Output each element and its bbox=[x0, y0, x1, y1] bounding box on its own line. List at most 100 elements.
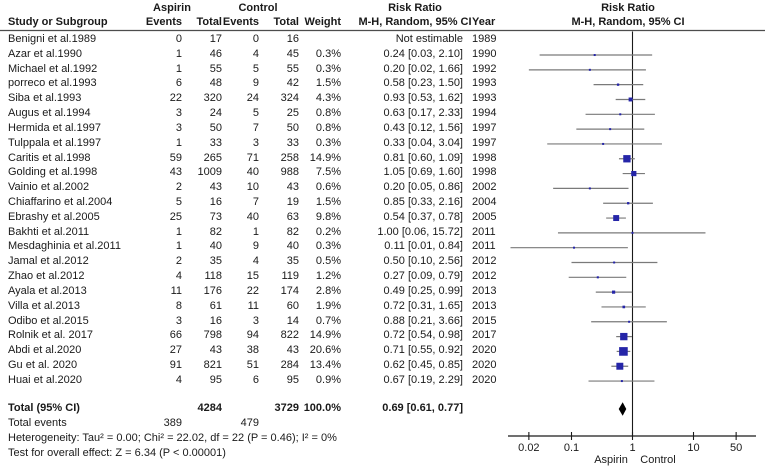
aspirin-events-cell: 3 bbox=[175, 314, 182, 327]
control-total-cell: 43 bbox=[286, 181, 299, 194]
control-total-cell: 284 bbox=[280, 359, 299, 372]
aspirin-events-cell: 4 bbox=[175, 270, 182, 283]
study-name-cell: Chiaffarino et al.2004 bbox=[8, 196, 113, 209]
aspirin-total-cell: 73 bbox=[209, 210, 222, 223]
total-events-label: Total events bbox=[8, 417, 67, 429]
control-events-cell: 9 bbox=[252, 240, 259, 253]
study-row: Odibo et al.2015 3 16 3 14 0.7% 0.88 [0.21, 3.… bbox=[0, 315, 765, 329]
risk-ratio-cell: 1.00 [0.06, 15.72] bbox=[377, 225, 463, 238]
year-cell: 1997 bbox=[472, 136, 497, 149]
weight-cell: 1.5% bbox=[315, 77, 341, 90]
aspirin-events-cell: 1 bbox=[175, 225, 182, 238]
control-total-cell: 822 bbox=[280, 329, 299, 342]
total-events-control: 479 bbox=[240, 417, 259, 429]
control-events-cell: 7 bbox=[252, 121, 259, 134]
aspirin-total-cell: 61 bbox=[209, 299, 222, 312]
weight-cell: 0.2% bbox=[315, 225, 341, 238]
weight-cell: 4.3% bbox=[315, 92, 341, 105]
control-total-cell: 45 bbox=[286, 47, 299, 60]
control-events-cell: 0 bbox=[252, 33, 259, 45]
study-row: Azar et al.1990 1 46 4 45 0.3% 0.24 [0.03, 2.1… bbox=[0, 48, 765, 62]
control-total-cell: 19 bbox=[286, 196, 299, 209]
weight-cell: 14.9% bbox=[309, 151, 341, 164]
control-events-cell: 3 bbox=[252, 314, 259, 327]
risk-ratio-cell: 0.27 [0.09, 0.79] bbox=[383, 270, 463, 283]
effect-square bbox=[609, 128, 612, 131]
control-total-cell: 50 bbox=[286, 121, 299, 134]
aspirin-events-cell: 22 bbox=[169, 92, 182, 105]
control-events-cell: 4 bbox=[252, 47, 259, 60]
axis-label-control: Control bbox=[640, 454, 675, 466]
risk-ratio-cell: 0.50 [0.10, 2.56] bbox=[383, 255, 463, 268]
study-name-cell: Caritis et al.1998 bbox=[8, 151, 91, 164]
control-total-cell: 324 bbox=[280, 92, 299, 105]
risk-ratio-cell: 0.54 [0.37, 0.78] bbox=[383, 210, 463, 223]
study-name-cell: Ayala et al.2013 bbox=[8, 284, 87, 297]
aspirin-total-cell: 118 bbox=[204, 270, 222, 283]
year-cell: 2013 bbox=[472, 284, 497, 297]
weight-cell: 0.8% bbox=[315, 107, 341, 120]
study-name-cell: Villa et al.2013 bbox=[8, 299, 80, 312]
effect-square bbox=[619, 113, 622, 116]
control-events-cell: 71 bbox=[246, 151, 259, 164]
risk-ratio-cell: 0.71 [0.55, 0.92] bbox=[383, 344, 463, 357]
aspirin-total-cell: 16 bbox=[209, 314, 222, 327]
aspirin-events-cell: 1 bbox=[175, 240, 182, 253]
risk-ratio-cell: 0.67 [0.19, 2.29] bbox=[383, 373, 463, 386]
study-name-cell: Huai et al.2020 bbox=[8, 373, 82, 386]
control-total-cell: 988 bbox=[280, 166, 299, 179]
heterogeneity-stats: Heterogeneity: Tau² = 0.00; Chi² = 22.02… bbox=[8, 432, 337, 444]
control-events-cell: 38 bbox=[246, 344, 259, 357]
aspirin-total-cell: 43 bbox=[209, 181, 222, 194]
effect-square bbox=[613, 261, 616, 264]
control-events-cell: 94 bbox=[246, 329, 259, 342]
year-cell: 2012 bbox=[472, 270, 497, 283]
study-row: Benigni et al.1989 0 17 0 16 Not estimable 198… bbox=[0, 33, 765, 47]
aspirin-total-cell: 46 bbox=[209, 47, 222, 60]
control-events-cell: 1 bbox=[252, 225, 259, 238]
study-name-cell: Ebrashy et al.2005 bbox=[8, 210, 100, 223]
year-cell: 1998 bbox=[472, 166, 497, 179]
control-total-cell: 258 bbox=[280, 151, 299, 164]
col-header-control-total: Total bbox=[273, 16, 299, 28]
control-events-cell: 10 bbox=[246, 181, 259, 194]
col-header-aspirin-total: Total bbox=[196, 16, 222, 28]
weight-cell: 1.9% bbox=[315, 299, 341, 312]
effect-square bbox=[593, 54, 596, 57]
axis-label-aspirin: Aspirin bbox=[594, 454, 628, 466]
risk-ratio-cell: 0.62 [0.45, 0.85] bbox=[383, 359, 463, 372]
aspirin-total-cell: 33 bbox=[209, 136, 222, 149]
axis-tick-label: 1 bbox=[629, 442, 635, 454]
weight-cell: 0.5% bbox=[315, 255, 341, 268]
study-row: Golding et al.1998 43 1009 40 988 7.5% 1.05 [0… bbox=[0, 166, 765, 180]
risk-ratio-cell: 0.93 [0.53, 1.62] bbox=[383, 92, 463, 105]
risk-ratio-cell: 0.81 [0.60, 1.09] bbox=[383, 151, 463, 164]
aspirin-total-cell: 40 bbox=[209, 240, 222, 253]
weight-cell: 1.5% bbox=[315, 196, 341, 209]
aspirin-events-cell: 6 bbox=[175, 77, 182, 90]
study-name-cell: Vainio et al.2002 bbox=[8, 181, 90, 194]
study-name-cell: Rolnik et al. 2017 bbox=[8, 329, 93, 342]
axis-tick-label: 0.1 bbox=[564, 442, 579, 454]
study-name-cell: Odibo et al.2015 bbox=[8, 314, 89, 327]
aspirin-events-cell: 11 bbox=[170, 284, 182, 297]
control-total-cell: 95 bbox=[286, 373, 299, 386]
control-events-cell: 9 bbox=[252, 77, 259, 90]
year-cell: 2013 bbox=[472, 299, 497, 312]
study-name-cell: Gu et al. 2020 bbox=[8, 359, 78, 372]
aspirin-total-cell: 320 bbox=[203, 92, 222, 105]
weight-cell: 0.3% bbox=[315, 240, 341, 253]
effect-square bbox=[573, 246, 576, 249]
study-row: Gu et al. 2020 91 821 51 284 13.4% 0.62 [0.45,… bbox=[0, 359, 765, 373]
control-total-cell: 33 bbox=[286, 136, 299, 149]
weight-cell: 13.4% bbox=[309, 359, 341, 372]
effect-square bbox=[588, 68, 591, 71]
year-cell: 2020 bbox=[472, 344, 497, 357]
col-header-study: Study or Subgroup bbox=[8, 16, 108, 28]
study-name-cell: Bakhti et al.2011 bbox=[8, 225, 90, 238]
weight-cell: 2.8% bbox=[315, 284, 341, 297]
col-header-mh-ci-plot: M-H, Random, 95% CI bbox=[571, 16, 685, 28]
study-row: Jamal et al.2012 2 35 4 35 0.5% 0.50 [0.10, 2.… bbox=[0, 255, 765, 269]
aspirin-total-cell: 265 bbox=[203, 151, 222, 164]
